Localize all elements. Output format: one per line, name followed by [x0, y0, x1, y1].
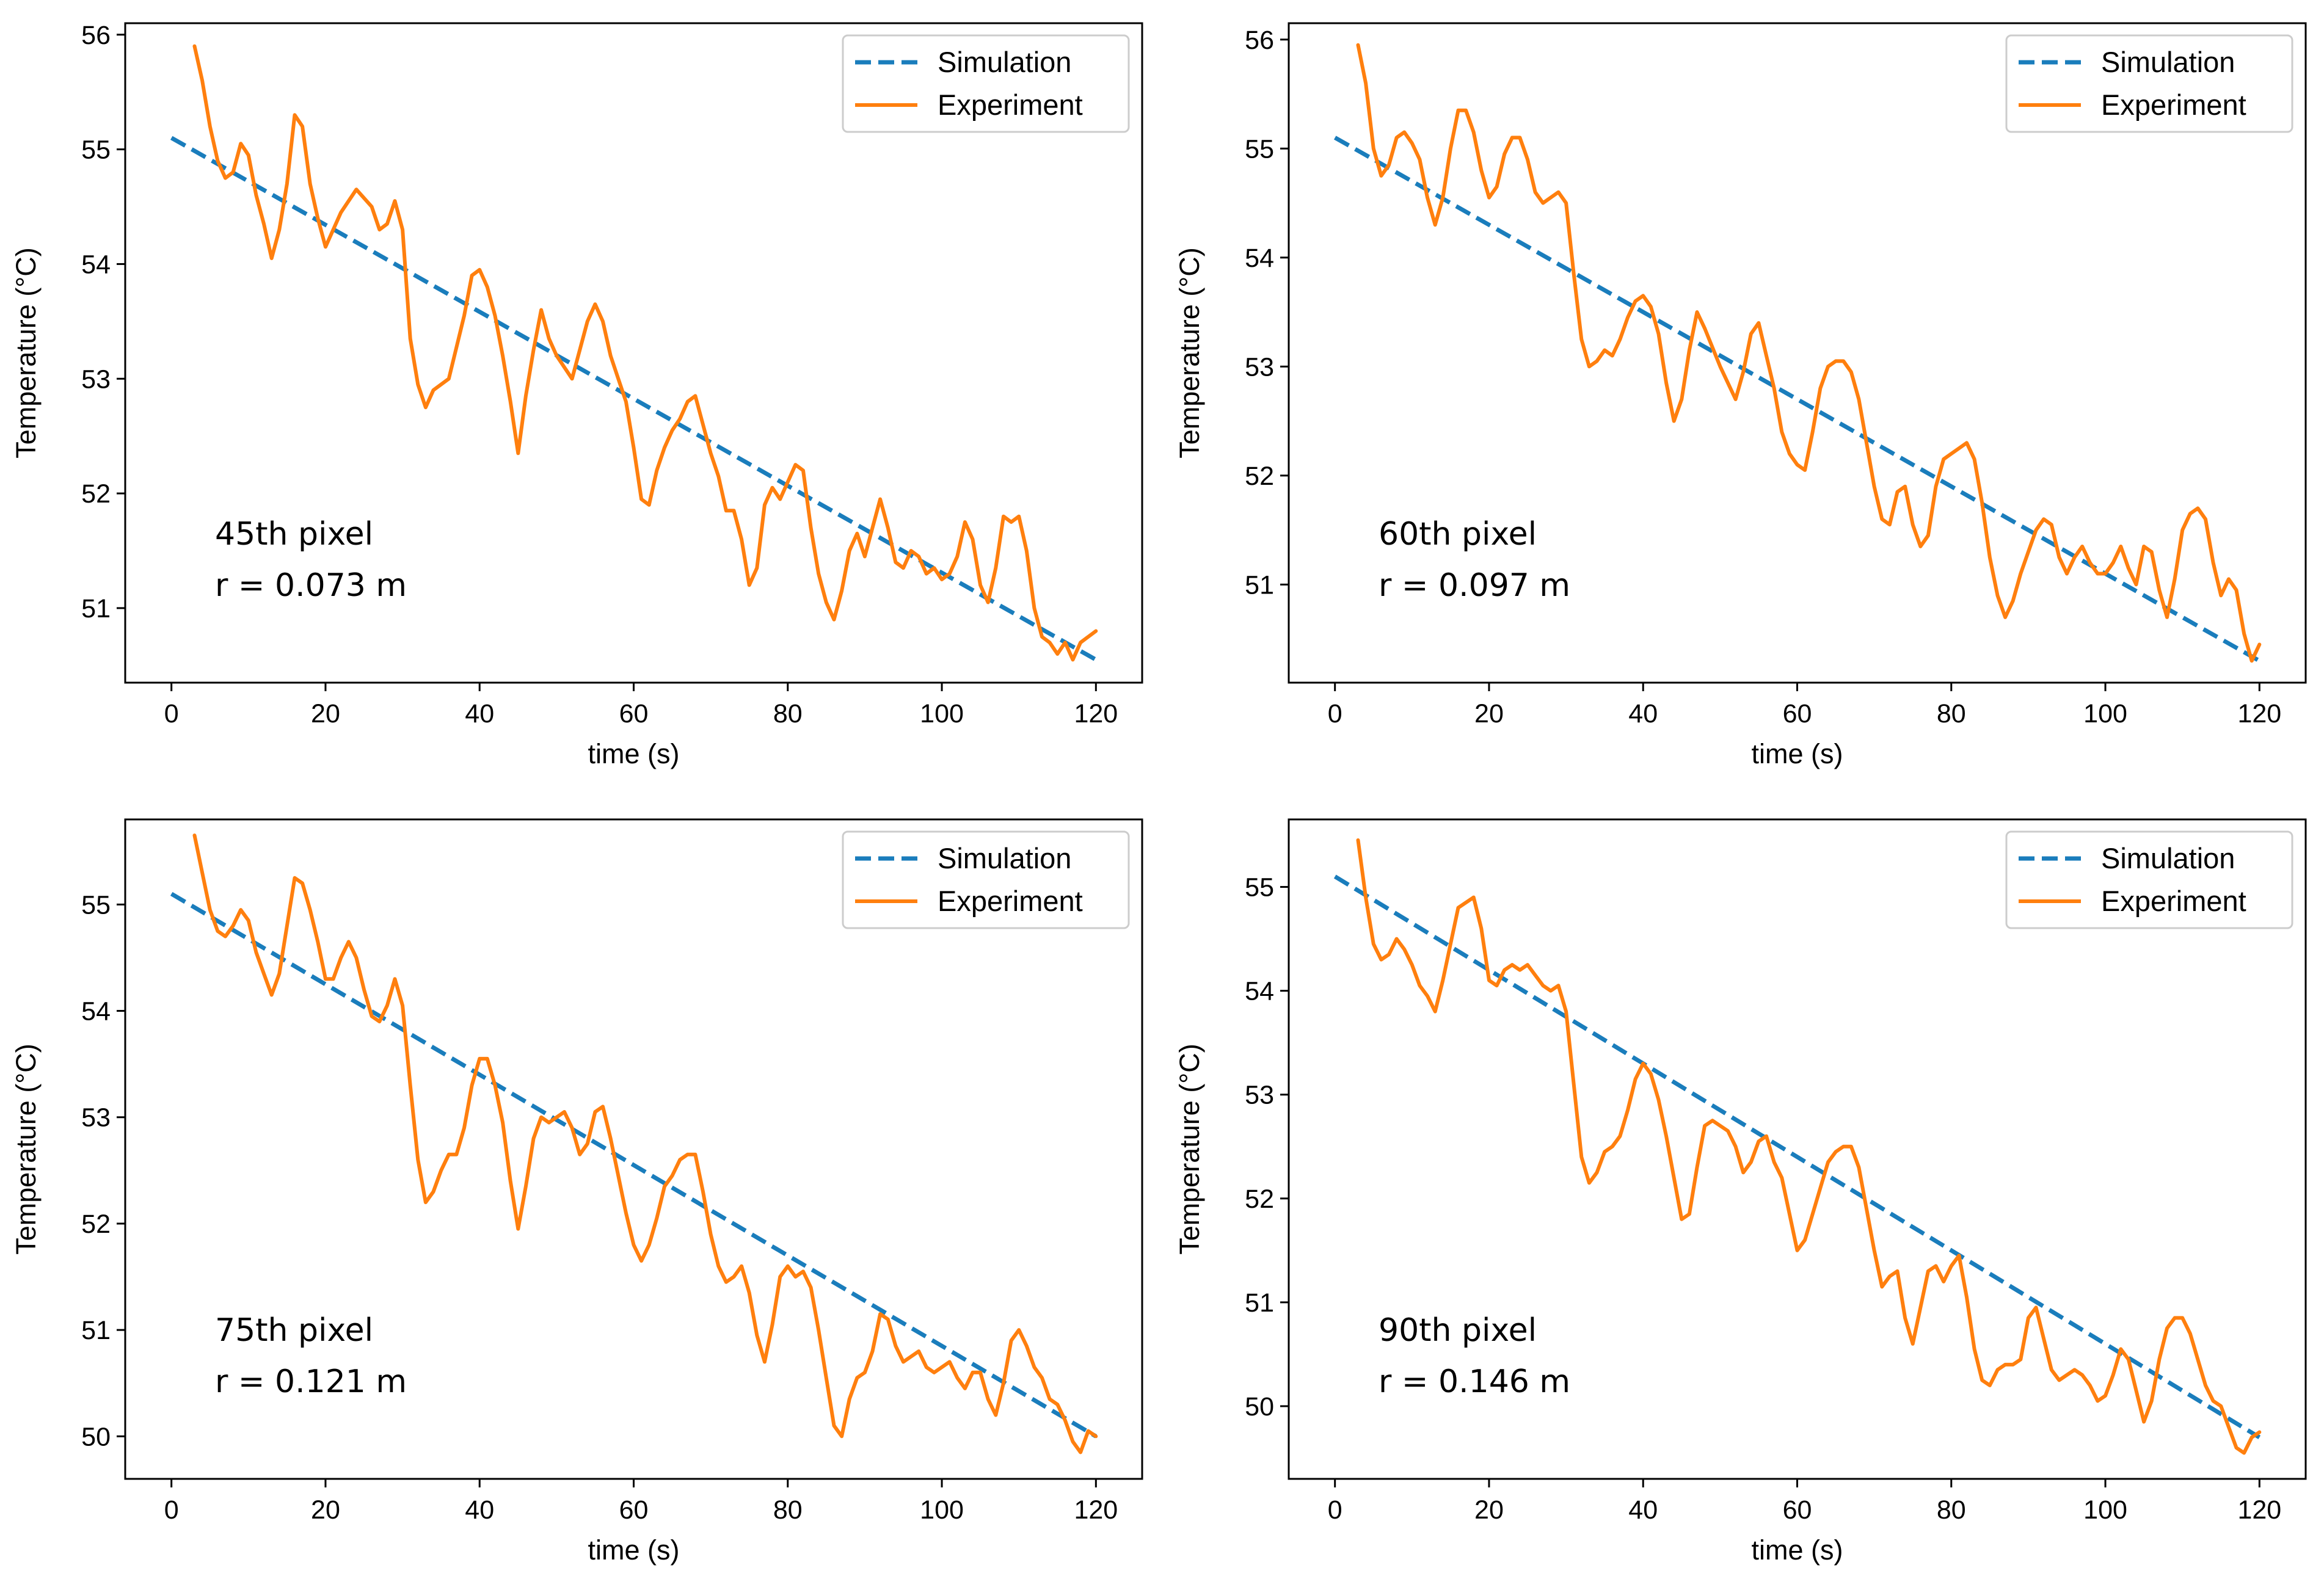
annotation-pixel: 45th pixel	[215, 516, 373, 553]
y-tick-label: 52	[1245, 462, 1274, 491]
y-tick-label: 53	[81, 365, 111, 394]
y-tick-label: 50	[1245, 1392, 1274, 1421]
chart-panel-45th-pixel: 0 20 40 60 80 100 120 51 52 53 54 55 56 time (s) Tempe…	[0, 0, 1160, 794]
x-tick-label: 40	[1628, 699, 1658, 728]
x-tick-label: 120	[1074, 1495, 1118, 1525]
x-axis-label: time (s)	[588, 1534, 680, 1566]
y-axis-label: Temperature (°C)	[10, 247, 42, 459]
x-tick-label: 100	[920, 699, 964, 728]
x-tick-label: 80	[1937, 699, 1966, 728]
annotation-radius: r = 0.097 m	[1379, 567, 1570, 604]
x-tick-label: 120	[1074, 699, 1118, 728]
line-chart: 0 20 40 60 80 100 120 51 52 53 54 55 56 time (s) Tempe…	[10, 21, 1143, 769]
legend: Simulation Experiment	[842, 34, 1130, 133]
y-tick-label: 52	[81, 479, 111, 509]
line-chart: 0 20 40 60 80 100 120 50 51 52 53 54 55 time (s) Tempe…	[10, 818, 1143, 1566]
x-tick-label: 60	[619, 699, 649, 728]
y-tick-label: 55	[1245, 134, 1274, 164]
y-tick-label: 52	[1245, 1185, 1274, 1214]
legend-simulation-label: Simulation	[938, 46, 1071, 78]
x-tick-label: 120	[2237, 1495, 2281, 1525]
y-tick-label: 51	[81, 1316, 111, 1345]
legend-box	[2005, 830, 2293, 929]
y-tick-label: 55	[81, 890, 111, 920]
x-tick-label: 0	[1328, 699, 1342, 728]
x-tick-label: 80	[1937, 1495, 1966, 1525]
y-tick-label: 53	[1245, 352, 1274, 382]
x-tick-label: 120	[2237, 699, 2281, 728]
experiment-series-line	[192, 44, 1098, 662]
experiment-series-line	[192, 833, 1098, 1454]
x-tick-label: 100	[920, 1495, 964, 1525]
experiment-series-line	[1356, 838, 2262, 1455]
x-tick-label: 40	[465, 1495, 494, 1525]
legend: Simulation Experiment	[842, 830, 1130, 929]
y-tick-label: 53	[81, 1103, 111, 1133]
y-tick-label: 54	[81, 997, 111, 1026]
legend: Simulation Experiment	[2005, 830, 2293, 929]
y-tick-label: 51	[81, 594, 111, 623]
y-tick-label: 54	[1245, 977, 1274, 1006]
x-tick-label: 80	[773, 1495, 803, 1525]
simulation-series-line	[170, 136, 1098, 662]
x-tick-label: 0	[1328, 1495, 1342, 1525]
x-tick-label: 100	[2083, 1495, 2127, 1525]
legend-simulation-label: Simulation	[2101, 46, 2235, 78]
y-tick-label: 50	[81, 1422, 111, 1451]
y-tick-label: 51	[1245, 570, 1274, 600]
y-axis-label: Temperature (°C)	[10, 1044, 42, 1255]
x-tick-label: 0	[164, 699, 179, 728]
legend-box	[2005, 34, 2293, 133]
annotation-pixel: 60th pixel	[1379, 516, 1537, 553]
legend-experiment-label: Experiment	[938, 89, 1083, 121]
x-tick-label: 20	[1474, 1495, 1504, 1525]
x-tick-label: 60	[1783, 1495, 1812, 1525]
x-tick-label: 20	[1474, 699, 1504, 728]
legend-simulation-label: Simulation	[2101, 842, 2235, 874]
annotation-radius: r = 0.073 m	[215, 567, 407, 604]
experiment-series-line	[1356, 43, 2262, 663]
legend-box	[842, 34, 1130, 133]
line-chart: 0 20 40 60 80 100 120 50 51 52 53 54 55 time (s) Tempe…	[1174, 818, 2307, 1566]
annotation-pixel: 90th pixel	[1379, 1312, 1537, 1349]
simulation-series-line	[1333, 874, 2261, 1439]
y-tick-label: 52	[81, 1210, 111, 1239]
legend-simulation-label: Simulation	[938, 842, 1071, 874]
legend-experiment-label: Experiment	[2101, 89, 2246, 121]
y-axis-label: Temperature (°C)	[1174, 247, 1205, 459]
simulation-series-line	[170, 891, 1098, 1439]
legend-experiment-label: Experiment	[938, 885, 1083, 917]
annotation-pixel: 75th pixel	[215, 1312, 373, 1349]
x-axis-label: time (s)	[1752, 1534, 1843, 1566]
legend-box	[842, 830, 1130, 929]
chart-panel-75th-pixel: 0 20 40 60 80 100 120 50 51 52 53 54 55 time (s) Tempe…	[0, 796, 1160, 1590]
x-tick-label: 40	[465, 699, 494, 728]
y-tick-label: 53	[1245, 1081, 1274, 1110]
annotation-radius: r = 0.121 m	[215, 1363, 407, 1400]
legend: Simulation Experiment	[2005, 34, 2293, 133]
y-tick-label: 56	[81, 21, 111, 50]
y-axis-label: Temperature (°C)	[1174, 1044, 1205, 1255]
y-tick-label: 55	[1245, 873, 1274, 902]
x-tick-label: 0	[164, 1495, 179, 1525]
x-tick-label: 20	[311, 1495, 340, 1525]
x-tick-label: 60	[619, 1495, 649, 1525]
y-tick-label: 51	[1245, 1288, 1274, 1318]
x-tick-label: 60	[1783, 699, 1812, 728]
chart-panel-60th-pixel: 0 20 40 60 80 100 120 51 52 53 54 55 56 time (s) Tempe…	[1164, 0, 2324, 794]
y-tick-label: 56	[1245, 26, 1274, 55]
x-tick-label: 20	[311, 699, 340, 728]
chart-panel-90th-pixel: 0 20 40 60 80 100 120 50 51 52 53 54 55 time (s) Tempe…	[1164, 796, 2324, 1590]
annotation-radius: r = 0.146 m	[1379, 1363, 1570, 1400]
y-tick-label: 55	[81, 136, 111, 165]
x-axis-label: time (s)	[588, 738, 680, 769]
x-axis-label: time (s)	[1752, 738, 1843, 769]
y-tick-label: 54	[81, 250, 111, 279]
legend-experiment-label: Experiment	[2101, 885, 2246, 917]
line-chart: 0 20 40 60 80 100 120 51 52 53 54 55 56 time (s) Tempe…	[1174, 22, 2307, 769]
y-tick-label: 54	[1245, 244, 1274, 273]
x-tick-label: 80	[773, 699, 803, 728]
x-tick-label: 100	[2083, 699, 2127, 728]
x-tick-label: 40	[1628, 1495, 1658, 1525]
